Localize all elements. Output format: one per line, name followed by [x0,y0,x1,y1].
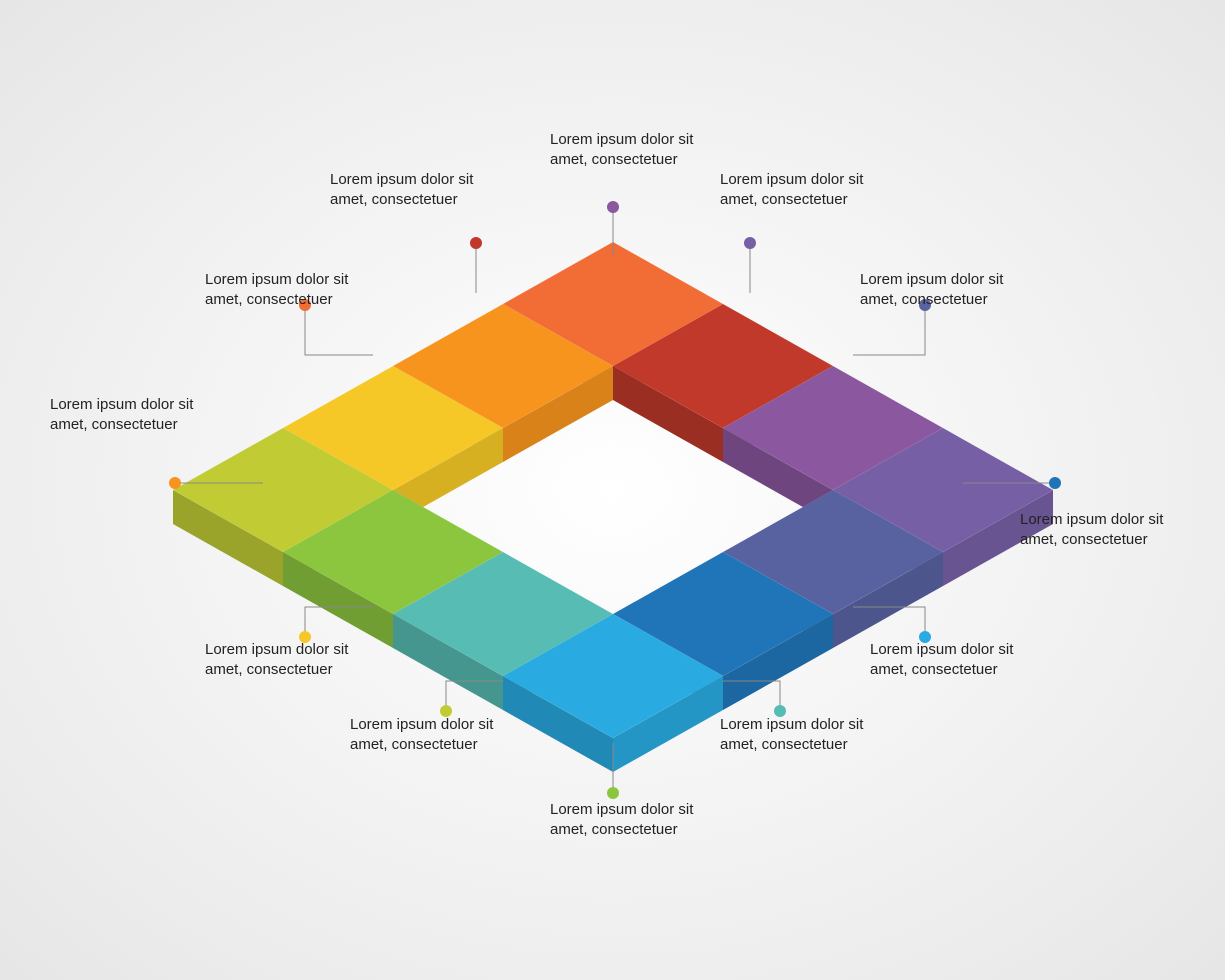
leader-dot [470,237,482,249]
leader-dot [607,201,619,213]
leader-dot [607,787,619,799]
callout-label: Lorem ipsum dolor sit amet, consectetuer [870,640,1020,681]
leader-dot [744,237,756,249]
leader-line [305,305,373,355]
leader-dot [169,477,181,489]
callout-label: Lorem ipsum dolor sit amet, consectetuer [205,640,355,681]
callout-label: Lorem ipsum dolor sit amet, consectetuer [550,800,700,841]
callout-label: Lorem ipsum dolor sit amet, consectetuer [330,170,480,211]
callout-label: Lorem ipsum dolor sit amet, consectetuer [860,270,1010,311]
leader-line [853,305,925,355]
callout-label: Lorem ipsum dolor sit amet, consectetuer [550,130,700,171]
callout-label: Lorem ipsum dolor sit amet, consectetuer [50,395,200,436]
callout-label: Lorem ipsum dolor sit amet, consectetuer [205,270,355,311]
callout-label: Lorem ipsum dolor sit amet, consectetuer [720,715,870,756]
callout-label: Lorem ipsum dolor sit amet, consectetuer [720,170,870,211]
callout-label: Lorem ipsum dolor sit amet, consectetuer [350,715,500,756]
leader-dot [1049,477,1061,489]
callout-label: Lorem ipsum dolor sit amet, consectetuer [1020,510,1170,551]
